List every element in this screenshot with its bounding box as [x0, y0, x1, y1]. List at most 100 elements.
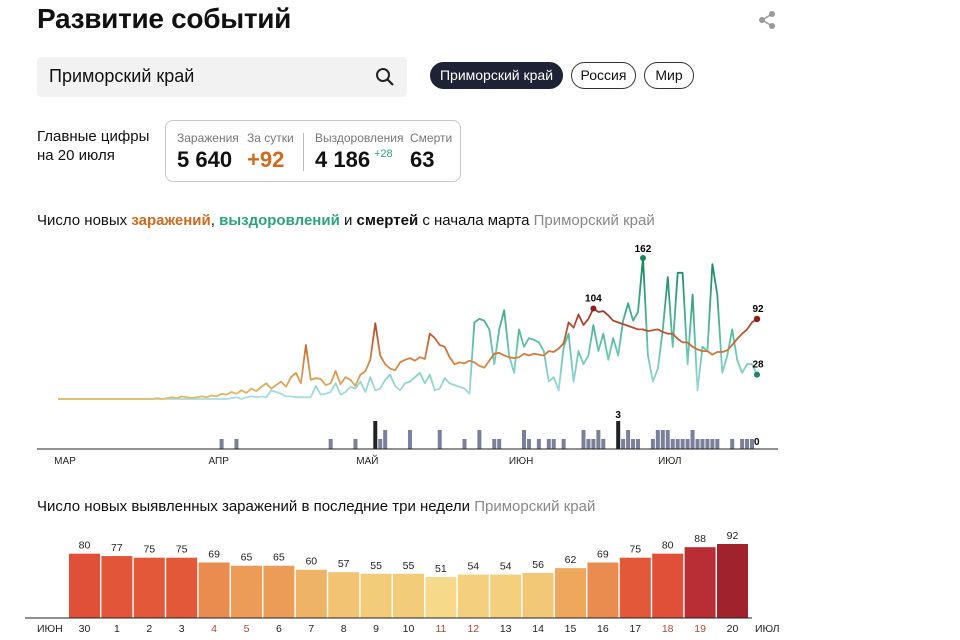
- bar: [684, 547, 716, 618]
- bar-value-label: 75: [629, 544, 641, 556]
- bar-category-label: 16: [597, 623, 609, 635]
- title-text: Число новых: [37, 212, 132, 229]
- bar: [231, 565, 262, 618]
- infections-last-label: 92: [752, 304, 764, 315]
- deaths-bar: [695, 439, 700, 449]
- chart1-title: Число новых заражений, выздоровлений и с…: [37, 212, 655, 229]
- title-infections: заражений: [131, 212, 211, 229]
- deaths-bar: [690, 430, 695, 449]
- deaths-bar: [551, 439, 556, 449]
- region-pill-primorye[interactable]: Приморский край: [430, 62, 563, 89]
- region-search-input[interactable]: Приморский край: [37, 57, 407, 97]
- month-tick-label: ИЮН: [509, 456, 534, 467]
- deaths-bar: [497, 439, 502, 449]
- deaths-bar: [601, 439, 606, 449]
- deaths-bar: [536, 439, 541, 449]
- bar-value-label: 60: [305, 556, 317, 568]
- deaths-bar: [680, 439, 685, 449]
- bar-category-label: 7: [308, 623, 314, 635]
- title-region: Приморский край: [474, 498, 596, 515]
- recoveries-last-dot: [754, 371, 760, 378]
- deaths-bar: [710, 439, 715, 449]
- deaths-bar: [462, 439, 467, 449]
- bar: [425, 576, 457, 618]
- bar: [101, 556, 133, 618]
- deaths-bar: [655, 430, 660, 449]
- chart2-title: Число новых выявленных заражений в после…: [37, 498, 595, 515]
- infections-peak-label: 104: [585, 293, 602, 304]
- deaths-bar: [660, 430, 665, 449]
- deaths-bar: [407, 430, 412, 449]
- bar: [393, 573, 424, 618]
- bar-value-label: 55: [370, 560, 382, 572]
- deaths-bar: [522, 430, 526, 449]
- search-icon[interactable]: [375, 67, 395, 87]
- deaths-bar: [621, 439, 626, 449]
- bar-value-label: 54: [467, 561, 479, 573]
- deaths-bar: [581, 430, 586, 449]
- bar: [490, 574, 522, 618]
- recoveries-peak-dot: [639, 255, 646, 261]
- month-tick-label: МАЙ: [356, 454, 378, 467]
- bar-value-label: 80: [79, 540, 91, 552]
- region-pill-russia[interactable]: Россия: [571, 62, 636, 89]
- deaths-bar: [561, 439, 566, 449]
- axis-end-label: ИЮЛ: [755, 623, 780, 635]
- deaths-bar: [328, 439, 333, 449]
- bar-chart: 8030771752753694655656607578559551051115…: [25, 530, 780, 635]
- infections-value: 5 640: [177, 147, 233, 172]
- bar-category-label: 19: [694, 623, 706, 635]
- deaths-last-label: 0: [754, 437, 760, 448]
- deaths-bar: [546, 439, 551, 449]
- region-pill-world[interactable]: Мир: [644, 62, 694, 89]
- bar-category-label: 2: [146, 623, 152, 635]
- bar: [619, 557, 651, 618]
- bar-category-label: 5: [244, 623, 250, 635]
- deaths-bar: [675, 439, 680, 449]
- deaths-bar: [650, 439, 655, 449]
- infections-last-dot: [753, 315, 761, 323]
- deaths-bar: [750, 439, 755, 449]
- bar-category-label: 10: [403, 623, 415, 635]
- bar-value-label: 75: [143, 544, 155, 556]
- deaths-bar: [636, 439, 641, 449]
- deaths-bar: [526, 439, 531, 449]
- line-chart: 162 104 92 28 3 0 МАР АПР МАЙ ИЮН ИЮЛ: [37, 244, 778, 467]
- bar-category-label: 6: [276, 623, 282, 635]
- deaths-label: Смерти: [410, 131, 453, 145]
- deaths-bar: [477, 430, 482, 449]
- main-figures-title: Главные цифры: [37, 128, 150, 145]
- deaths-bar: [670, 439, 675, 449]
- title-text: с начала марта: [418, 212, 534, 229]
- divider: [303, 133, 304, 171]
- month-tick-label: АПР: [208, 456, 229, 467]
- deaths-bar: [665, 430, 670, 449]
- deaths-bar: [631, 439, 636, 449]
- recoveries-label: Выздоровления: [315, 131, 404, 145]
- bar: [133, 557, 165, 618]
- daily-value: +92: [247, 147, 285, 172]
- bar-category-label: 11: [435, 623, 446, 635]
- bar-category-label: 20: [727, 623, 739, 635]
- bar: [328, 572, 360, 618]
- recoveries-delta: +28: [374, 148, 393, 160]
- bar-category-label: 4: [211, 623, 217, 635]
- bar-value-label: 69: [208, 549, 220, 561]
- title-recoveries: выздоровлений: [219, 212, 340, 229]
- bar-value-label: 69: [597, 549, 609, 561]
- deaths-bar: [715, 439, 720, 449]
- bar-value-label: 92: [727, 530, 739, 542]
- search-value: Приморский край: [49, 66, 195, 86]
- bar-value-label: 54: [500, 561, 512, 573]
- bar: [166, 557, 198, 618]
- bar: [263, 565, 295, 618]
- infections-label: Заражения: [177, 131, 239, 145]
- title-text: ,: [210, 212, 220, 229]
- share-icon[interactable]: [757, 10, 777, 30]
- bar-category-label: 9: [373, 623, 379, 635]
- bar: [587, 562, 619, 618]
- deaths-bar: [373, 421, 378, 449]
- deaths-bar: [700, 439, 705, 449]
- daily-label: За сутки: [247, 131, 294, 145]
- bar: [457, 574, 489, 618]
